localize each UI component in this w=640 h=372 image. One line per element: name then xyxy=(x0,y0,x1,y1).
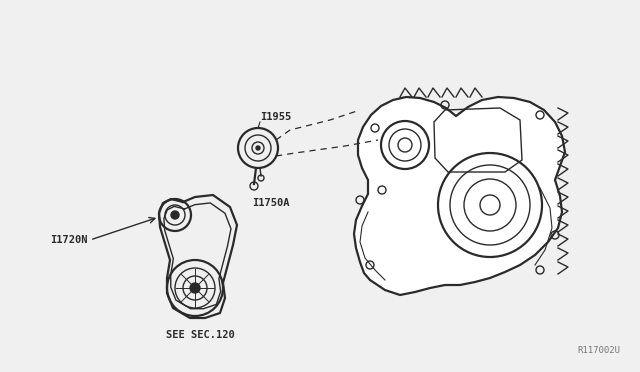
Text: I1750A: I1750A xyxy=(252,198,289,208)
Text: SEE SEC.120: SEE SEC.120 xyxy=(166,330,234,340)
Circle shape xyxy=(171,211,179,219)
Text: I1720N: I1720N xyxy=(51,235,88,245)
Circle shape xyxy=(256,146,260,150)
Polygon shape xyxy=(354,97,565,295)
Text: I1955: I1955 xyxy=(260,112,291,122)
Circle shape xyxy=(190,283,200,293)
Text: R117002U: R117002U xyxy=(577,346,620,355)
